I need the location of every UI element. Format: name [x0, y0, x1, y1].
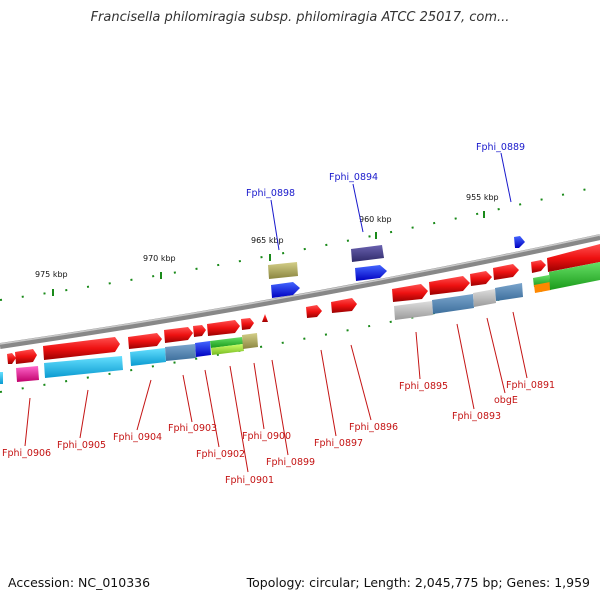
- gene-label-fphi-0901[interactable]: Fphi_0901: [225, 475, 274, 486]
- gene-label-fphi-0891[interactable]: Fphi_0891: [506, 380, 555, 391]
- gene-label-obge[interactable]: obgE: [494, 395, 518, 406]
- gene-label-fphi-0900[interactable]: Fphi_0900: [242, 431, 291, 442]
- gene-fphi-0898[interactable]: [268, 262, 298, 279]
- gene-fphi-0894[interactable]: [351, 245, 384, 262]
- gene-fphi-0889[interactable]: [514, 236, 525, 248]
- gene-label-fphi-0898[interactable]: Fphi_0898: [246, 188, 295, 199]
- gene-label-fphi-0904[interactable]: Fphi_0904: [113, 432, 162, 443]
- gene-label-fphi-0905[interactable]: Fphi_0905: [57, 440, 106, 451]
- gene-label-fphi-0889[interactable]: Fphi_0889: [476, 142, 525, 153]
- gene-fphi-0894-blue[interactable]: [355, 265, 387, 281]
- gene-label-fphi-0893[interactable]: Fphi_0893: [452, 411, 501, 422]
- tick-label-975: 975 kbp: [35, 270, 68, 279]
- forward-genes-right[interactable]: [392, 244, 600, 302]
- tick-label-970: 970 kbp: [143, 254, 176, 263]
- tick-label-965: 965 kbp: [251, 236, 284, 245]
- tick-label-960: 960 kbp: [359, 215, 392, 224]
- gene-fphi-0898-blue[interactable]: [271, 282, 300, 298]
- genome-summary-text: Topology: circular; Length: 2,045,775 bp…: [246, 575, 590, 590]
- accession-text: Accession: NC_010336: [8, 575, 151, 590]
- feature-row-left[interactable]: [0, 333, 258, 384]
- gene-label-fphi-0899[interactable]: Fphi_0899: [266, 457, 315, 468]
- genome-backbone: [0, 234, 600, 349]
- forward-genes-left[interactable]: [7, 298, 357, 364]
- map-title: Francisella philomiragia subsp. philomir…: [90, 10, 510, 25]
- leaders-above: [270, 152, 512, 251]
- major-ticks: [52, 211, 485, 296]
- gene-label-fphi-0895[interactable]: Fphi_0895: [399, 381, 448, 392]
- gene-label-fphi-0897[interactable]: Fphi_0897: [314, 438, 363, 449]
- feature-row-right[interactable]: [394, 262, 600, 320]
- gene-label-fphi-0894[interactable]: Fphi_0894: [329, 172, 378, 183]
- gene-label-fphi-0896[interactable]: Fphi_0896: [349, 422, 398, 433]
- gene-label-fphi-0906[interactable]: Fphi_0906: [2, 448, 51, 459]
- leaders-below: [24, 311, 528, 473]
- tick-dashes: [0, 185, 600, 301]
- gene-label-fphi-0902[interactable]: Fphi_0902: [196, 449, 245, 460]
- tick-label-955: 955 kbp: [466, 193, 499, 202]
- gene-label-fphi-0903[interactable]: Fphi_0903: [168, 423, 217, 434]
